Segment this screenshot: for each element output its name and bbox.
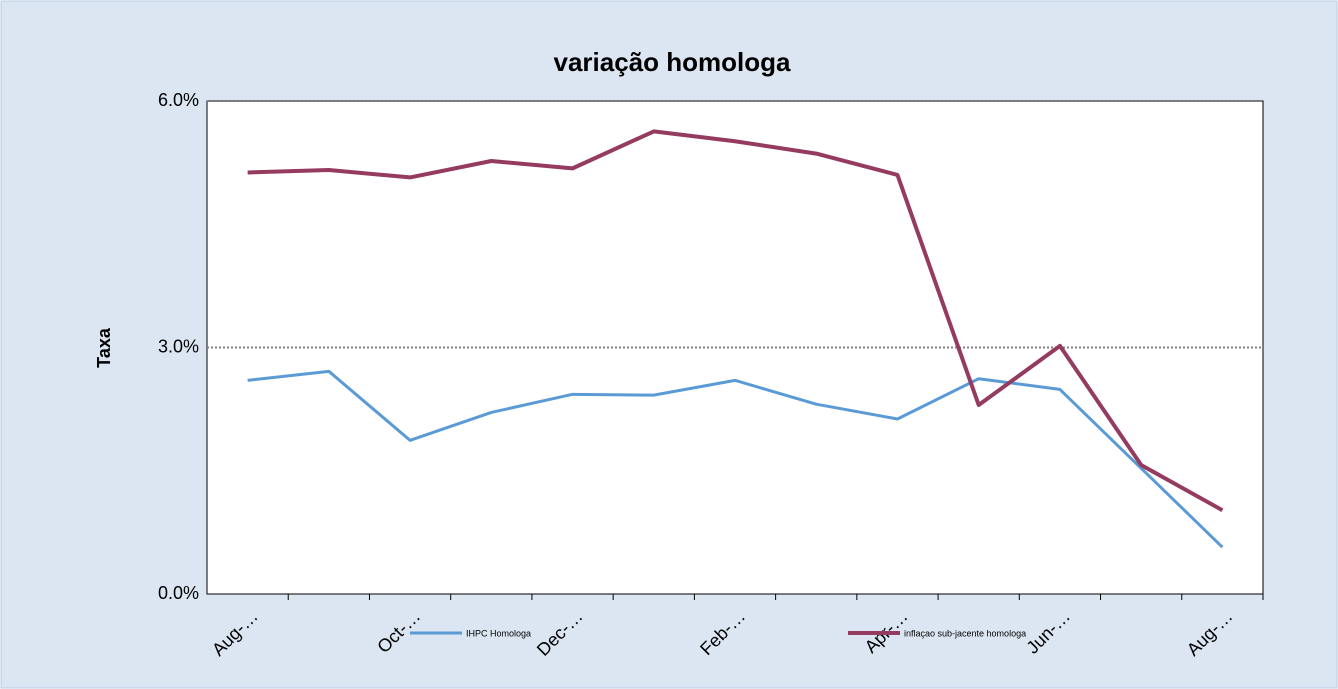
series-line [247, 369, 1224, 549]
chart-title: variação homologa [554, 47, 791, 77]
y-tick-label: 3.0% [158, 336, 199, 356]
y-axis-label: Taxa [94, 327, 114, 368]
series-line [247, 129, 1224, 512]
legend-label: IHPC Homologa [466, 628, 531, 638]
y-tick-label: 0.0% [158, 583, 199, 603]
legend-label: inflaçao sub-jacente homologa [904, 628, 1026, 638]
y-tick-label: 6.0% [158, 90, 199, 110]
